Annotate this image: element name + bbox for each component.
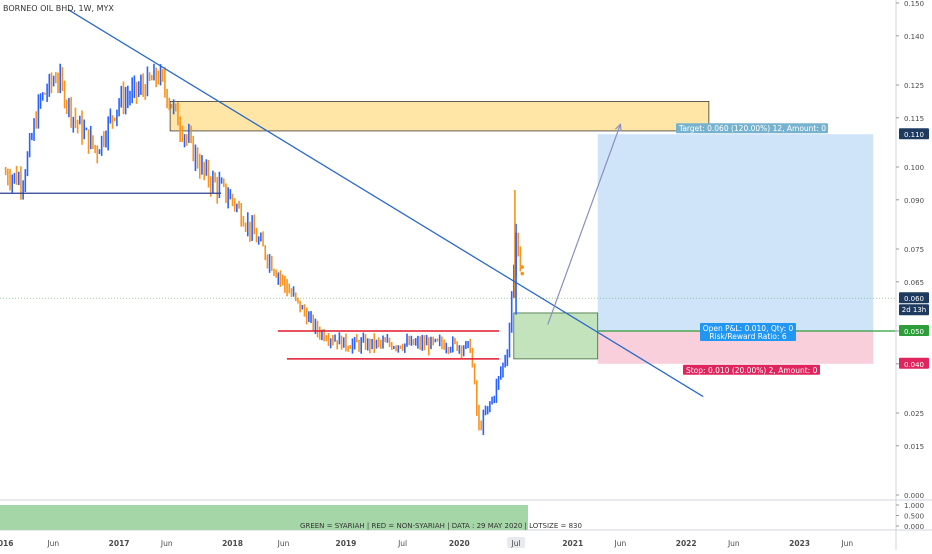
price-tag-bg: [899, 357, 929, 369]
time-axis-label: Jul: [397, 539, 407, 548]
chart-title: BORNEO OIL BHD, 1W, MYX: [3, 4, 114, 13]
price-axis-label: 0.065: [904, 279, 924, 287]
time-axis-label: 016: [0, 539, 13, 548]
time-axis-highlight: [507, 537, 526, 548]
price-tag: 0.040: [904, 361, 924, 369]
info-bar-text: GREEN = SYARIAH | RED = NON-SYARIAH | DA…: [300, 522, 582, 530]
time-axis-label: Jul: [511, 539, 521, 548]
time-axis-label: 2018: [222, 539, 243, 548]
price-tag: 0.060: [904, 295, 924, 303]
volume-axis-label: 0.000: [904, 523, 924, 531]
projection-arrow[interactable]: [547, 124, 621, 325]
price-axis-label: 0.075: [904, 246, 924, 254]
time-axis-label: Jun: [46, 539, 59, 548]
price-axis-label: 0.140: [904, 33, 924, 41]
price-axis-label: 0.015: [904, 443, 924, 451]
countdown-bg: [899, 304, 929, 316]
price-tag: 0.110: [904, 131, 924, 139]
target-label-bg: [676, 123, 828, 134]
target-zone[interactable]: [597, 134, 874, 331]
price-axis-label: 0.100: [904, 164, 924, 172]
price-axis-label: 0.090: [904, 197, 924, 205]
price-axis-label: 0.115: [904, 115, 924, 123]
price-dot: [520, 271, 525, 276]
stop-label: Stop: 0.010 (20.00%) 2, Amount: 0: [686, 366, 818, 375]
time-axis-label: 2019: [335, 539, 356, 548]
open-pnl-label: Open P&L: 0.010, Qty: 0: [703, 324, 794, 333]
time-axis-label: 2017: [109, 539, 130, 548]
info-bar: [0, 505, 528, 530]
volume-axis-label: 0.500: [904, 513, 924, 521]
time-axis-label: Jun: [840, 539, 853, 548]
price-tag-bg: [899, 128, 929, 140]
price-tag-bg: [899, 325, 929, 336]
price-axis-label: 0.125: [904, 82, 924, 90]
resistance-zone[interactable]: [169, 101, 710, 132]
price-tag-bg: [899, 292, 929, 304]
countdown-label: 2d 13h: [902, 306, 926, 314]
time-axis-label: Jun: [160, 539, 173, 548]
time-axis-label: Jun: [277, 539, 290, 548]
stop-label-bg: [683, 364, 820, 375]
time-axis-label: 2022: [676, 539, 697, 548]
price-tag: 0.050: [904, 328, 924, 336]
time-axis-label: 2023: [789, 539, 810, 548]
projection-arrow-head: [614, 123, 622, 132]
target-label: Target: 0.060 (120.00%) 12, Amount: 0: [678, 124, 826, 133]
price-dot: [520, 265, 525, 269]
trendline[interactable]: [67, 9, 704, 398]
entry-box[interactable]: [513, 312, 599, 360]
price-axis-label: 0.150: [904, 0, 924, 8]
volume-axis-label: 1.000: [904, 502, 924, 510]
pnl-label-bg: [700, 323, 796, 341]
time-axis-label: Jun: [614, 539, 627, 548]
price-axis-label: 0.000: [904, 492, 924, 500]
time-axis-label: 2021: [562, 539, 583, 548]
time-axis-label: Jun: [727, 539, 740, 548]
price-axis-label: 0.025: [904, 410, 924, 418]
risk-reward-label: Risk/Reward Ratio: 6: [709, 332, 787, 341]
time-axis-label: 2020: [449, 539, 470, 548]
